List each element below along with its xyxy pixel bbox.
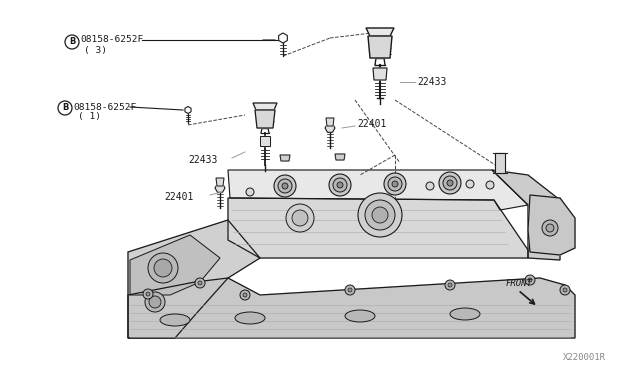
Ellipse shape xyxy=(450,308,480,320)
Text: 22401: 22401 xyxy=(164,192,193,202)
Text: 08158-6252F: 08158-6252F xyxy=(80,35,143,45)
Circle shape xyxy=(563,288,567,292)
Polygon shape xyxy=(228,170,528,210)
Polygon shape xyxy=(325,124,335,132)
Circle shape xyxy=(345,285,355,295)
Polygon shape xyxy=(280,155,290,161)
Circle shape xyxy=(384,173,406,195)
Text: ( 1): ( 1) xyxy=(78,112,101,122)
Text: 22401: 22401 xyxy=(357,119,387,129)
Circle shape xyxy=(274,175,296,197)
Polygon shape xyxy=(366,28,394,36)
Text: 22433: 22433 xyxy=(417,77,446,87)
Circle shape xyxy=(246,188,254,196)
Circle shape xyxy=(282,183,288,189)
Polygon shape xyxy=(216,178,224,186)
Circle shape xyxy=(448,283,452,287)
Circle shape xyxy=(388,177,402,191)
Polygon shape xyxy=(215,184,225,192)
Circle shape xyxy=(337,182,343,188)
Text: X220001R: X220001R xyxy=(563,353,606,362)
Circle shape xyxy=(154,259,172,277)
Circle shape xyxy=(426,182,434,190)
Polygon shape xyxy=(492,170,560,260)
Polygon shape xyxy=(528,195,575,255)
Circle shape xyxy=(447,180,453,186)
Circle shape xyxy=(145,292,165,312)
Circle shape xyxy=(148,253,178,283)
Circle shape xyxy=(466,180,474,188)
Circle shape xyxy=(243,293,247,297)
Polygon shape xyxy=(255,110,275,128)
Polygon shape xyxy=(128,220,260,338)
Circle shape xyxy=(486,181,494,189)
Polygon shape xyxy=(130,235,220,295)
Polygon shape xyxy=(495,153,505,173)
Circle shape xyxy=(143,289,153,299)
Circle shape xyxy=(542,220,558,236)
Polygon shape xyxy=(373,68,387,80)
Text: FRONT: FRONT xyxy=(506,279,533,288)
Polygon shape xyxy=(326,118,334,126)
Circle shape xyxy=(149,296,161,308)
Polygon shape xyxy=(128,278,575,338)
Circle shape xyxy=(195,278,205,288)
Circle shape xyxy=(528,278,532,282)
Text: B: B xyxy=(69,38,75,46)
Text: ( 3): ( 3) xyxy=(84,45,107,55)
Circle shape xyxy=(546,224,554,232)
Circle shape xyxy=(198,281,202,285)
Text: 08158-6252F: 08158-6252F xyxy=(73,103,136,112)
Circle shape xyxy=(392,181,398,187)
Polygon shape xyxy=(260,136,270,146)
Circle shape xyxy=(146,292,150,296)
Polygon shape xyxy=(335,154,345,160)
Polygon shape xyxy=(228,198,528,258)
Circle shape xyxy=(358,193,402,237)
Circle shape xyxy=(443,176,457,190)
Ellipse shape xyxy=(235,312,265,324)
Polygon shape xyxy=(368,36,392,58)
Circle shape xyxy=(348,288,352,292)
Ellipse shape xyxy=(345,310,375,322)
Circle shape xyxy=(372,207,388,223)
Circle shape xyxy=(445,280,455,290)
Circle shape xyxy=(365,200,395,230)
Circle shape xyxy=(560,285,570,295)
Circle shape xyxy=(329,174,351,196)
Text: B: B xyxy=(62,103,68,112)
Circle shape xyxy=(278,179,292,193)
Text: 22433: 22433 xyxy=(188,155,218,165)
Circle shape xyxy=(240,290,250,300)
Circle shape xyxy=(439,172,461,194)
Circle shape xyxy=(286,204,314,232)
Circle shape xyxy=(292,210,308,226)
Circle shape xyxy=(333,178,347,192)
Polygon shape xyxy=(253,103,277,110)
Ellipse shape xyxy=(160,314,190,326)
Circle shape xyxy=(525,275,535,285)
